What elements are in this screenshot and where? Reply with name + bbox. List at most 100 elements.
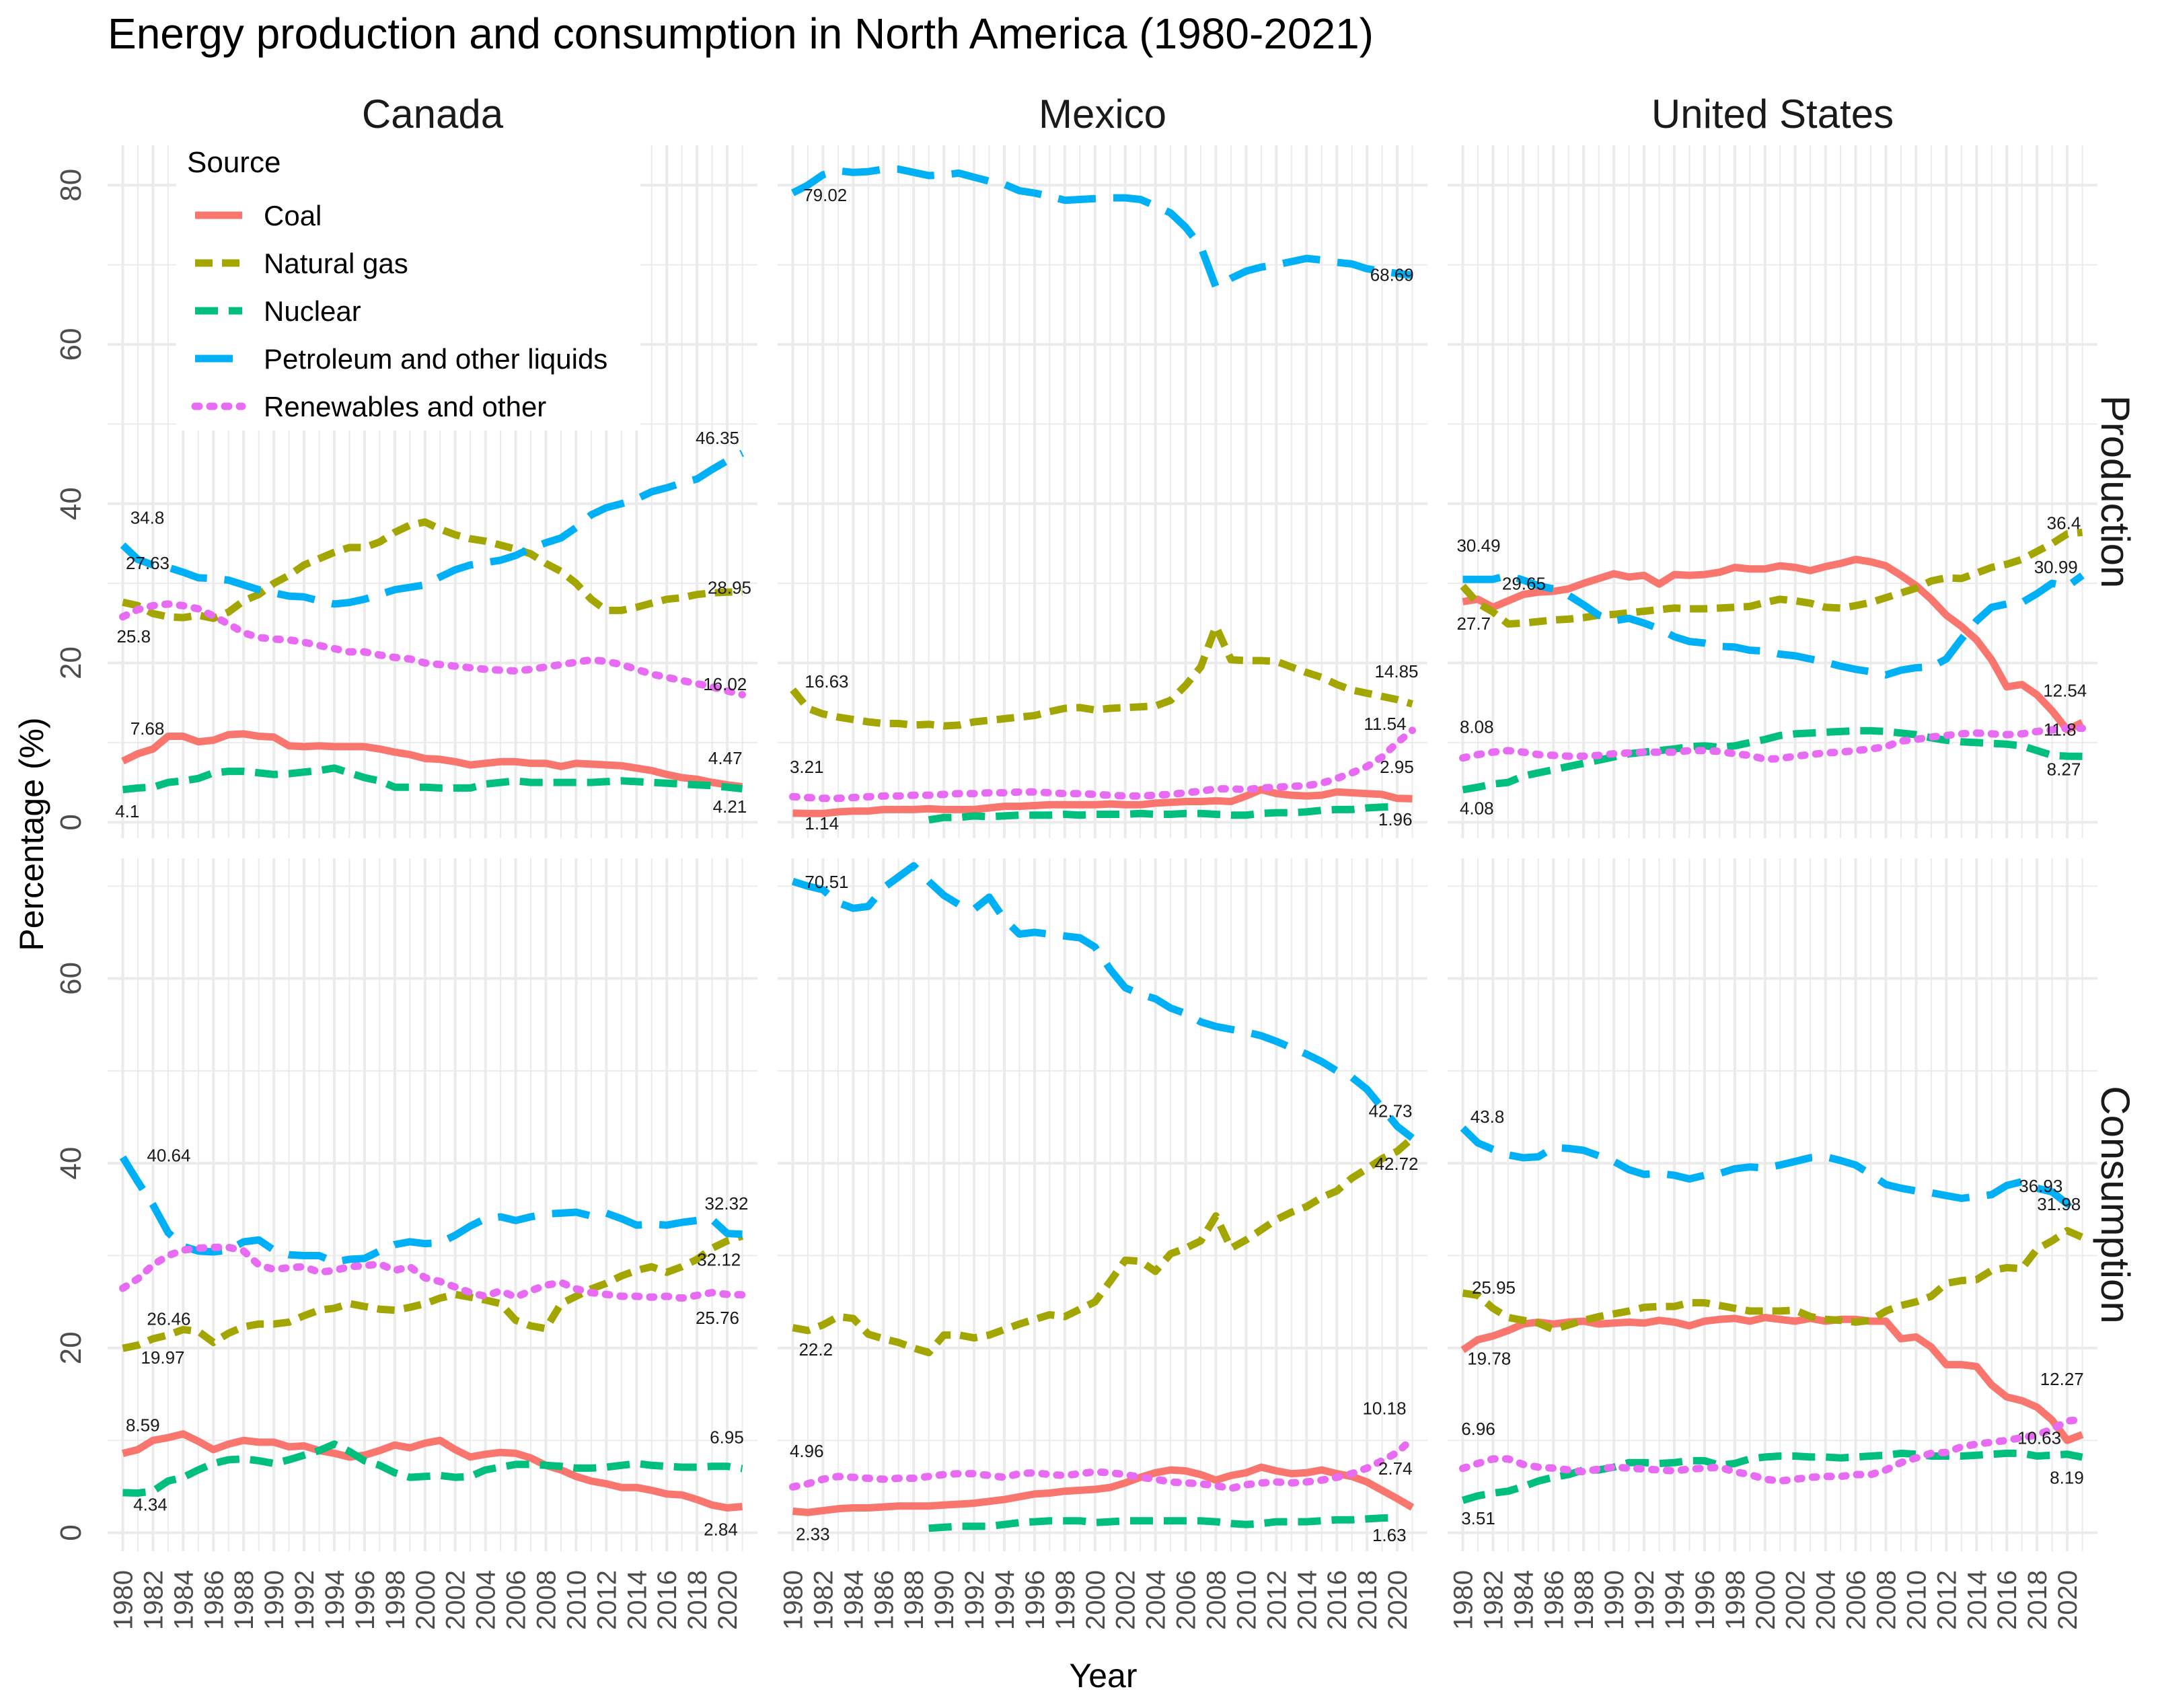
x-tick-label: 2006: [502, 1570, 531, 1630]
x-tick-label: 2018: [1353, 1570, 1382, 1630]
x-tick-label: 1990: [930, 1570, 959, 1630]
x-tick-label: 1986: [199, 1570, 229, 1630]
data-label: 8.27: [2047, 759, 2081, 779]
x-tick-label: 2000: [1081, 1570, 1111, 1630]
x-tick-label: 1988: [229, 1570, 259, 1630]
series-line-natural-gas: [122, 518, 743, 622]
series-line-renewables-and-other: [789, 727, 1416, 803]
series-line-petroleum-and-other-liquids: [1462, 571, 2085, 679]
legend-item-renewables-and-other: Renewables and other: [191, 391, 546, 422]
y-tick-label: 0: [54, 814, 87, 830]
y-tick-label: 20: [54, 1331, 87, 1364]
x-tick-label: 2016: [1993, 1570, 2022, 1630]
y-tick-label: 40: [54, 487, 87, 520]
x-tick-label: 2004: [1142, 1570, 1171, 1630]
data-label: 7.68: [131, 718, 165, 739]
x-tick-label: 1982: [809, 1570, 838, 1630]
data-label: 4.08: [1460, 798, 1494, 818]
x-axis-title: Year: [1069, 1657, 1137, 1695]
facet-panels: 34.8 27.63 25.8 7.68 4.1 46.35 28.95 16.02 4.47 4…: [54, 91, 2138, 1630]
data-label: 6.96: [1461, 1419, 1495, 1439]
data-label: 43.8: [1471, 1107, 1505, 1127]
series-line-nuclear: [928, 803, 1398, 824]
series-line-coal: [122, 1430, 743, 1512]
x-tick-label: 1988: [899, 1570, 929, 1630]
x-tick-label: 2020: [2053, 1570, 2083, 1630]
x-tick-label: 2012: [1932, 1570, 1962, 1630]
y-tick-label: 40: [54, 1147, 87, 1180]
series-line-petroleum-and-other-liquids: [791, 862, 1415, 1142]
y-tick-label: 60: [54, 962, 87, 995]
series-line-nuclear: [1461, 1449, 2083, 1504]
data-label: 2.74: [1378, 1458, 1413, 1479]
series-line-coal: [792, 786, 1413, 817]
x-tick-label: 2004: [1812, 1570, 1841, 1630]
data-label: 22.2: [798, 1339, 833, 1360]
data-label: 19.78: [1467, 1349, 1511, 1369]
series-line-petroleum-and-other-liquids: [1460, 1125, 2085, 1208]
data-label: 32.12: [697, 1250, 741, 1270]
series-line-renewables-and-other: [1459, 725, 2086, 764]
legend-label: Natural gas: [264, 248, 408, 279]
x-tick-label: 2002: [1111, 1570, 1141, 1630]
x-tick-label: 1998: [1051, 1570, 1080, 1630]
y-tick-label: 20: [54, 646, 87, 679]
legend-title: Source: [187, 146, 281, 179]
x-tick-label: 2006: [1172, 1570, 1201, 1630]
data-label: 3.51: [1461, 1508, 1495, 1528]
data-label: 26.46: [147, 1309, 190, 1329]
data-label: 11.54: [1364, 714, 1406, 734]
x-tick-label: 1992: [1630, 1570, 1660, 1630]
data-label: 25.8: [116, 626, 151, 646]
data-label: 25.76: [696, 1308, 739, 1328]
x-tick-label: 2000: [411, 1570, 441, 1630]
data-label: 4.21: [713, 796, 747, 817]
x-tick-label: 1982: [1479, 1570, 1508, 1630]
data-label: 12.54: [2043, 680, 2087, 700]
data-label: 32.32: [704, 1193, 748, 1214]
data-label: 2.84: [704, 1520, 738, 1540]
x-tick-label: 1998: [1721, 1570, 1750, 1630]
data-label: 40.64: [147, 1145, 190, 1165]
data-label: 30.49: [1456, 535, 1500, 556]
panel-background: [778, 858, 1427, 1551]
data-label: 2.33: [796, 1524, 830, 1545]
panel-background: [1448, 858, 2097, 1551]
facet-column-label: Mexico: [1039, 91, 1166, 137]
data-label: 11.8: [2044, 719, 2077, 739]
facet-row-label: Consumption: [2093, 1086, 2138, 1324]
panel-background: [108, 858, 757, 1551]
x-tick-label: 2008: [531, 1570, 561, 1630]
legend-item-nuclear: Nuclear: [195, 295, 361, 327]
facet-row-label: Production: [2093, 396, 2138, 589]
x-tick-label: 1996: [1690, 1570, 1720, 1630]
y-tick-label: 0: [54, 1524, 87, 1540]
data-label: 30.99: [2034, 557, 2078, 577]
data-label: 36.4: [2047, 513, 2081, 533]
x-tick-label: 2002: [441, 1570, 471, 1630]
panel-background: [1448, 145, 2097, 838]
series-line-renewables-and-other: [789, 1435, 1416, 1493]
x-tick-label: 2010: [1232, 1570, 1261, 1630]
series-line-renewables-and-other: [1459, 1415, 2086, 1485]
x-tick-label: 1982: [139, 1570, 168, 1630]
facet-column-label: Canada: [362, 91, 504, 137]
x-tick-label: 1994: [1660, 1570, 1690, 1630]
series-line-renewables-and-other: [119, 1243, 746, 1302]
facet-column-label: United States: [1651, 91, 1894, 137]
series-line-nuclear: [122, 1440, 743, 1497]
x-tick-label: 1990: [260, 1570, 289, 1630]
x-tick-label: 1994: [990, 1570, 1020, 1630]
y-tick-label: 80: [54, 169, 87, 202]
x-tick-label: 2012: [1262, 1570, 1292, 1630]
series-line-renewables-and-other: [119, 600, 746, 699]
data-label: 79.02: [803, 185, 847, 205]
x-tick-label: 1998: [381, 1570, 410, 1630]
data-label: 16.02: [703, 674, 747, 694]
data-label: 46.35: [696, 428, 739, 448]
data-label: 42.73: [1368, 1101, 1412, 1121]
legend: Source Coal Natural gas Nuclear Petroleum a…: [176, 135, 640, 431]
data-label: 12.27: [2040, 1369, 2084, 1389]
